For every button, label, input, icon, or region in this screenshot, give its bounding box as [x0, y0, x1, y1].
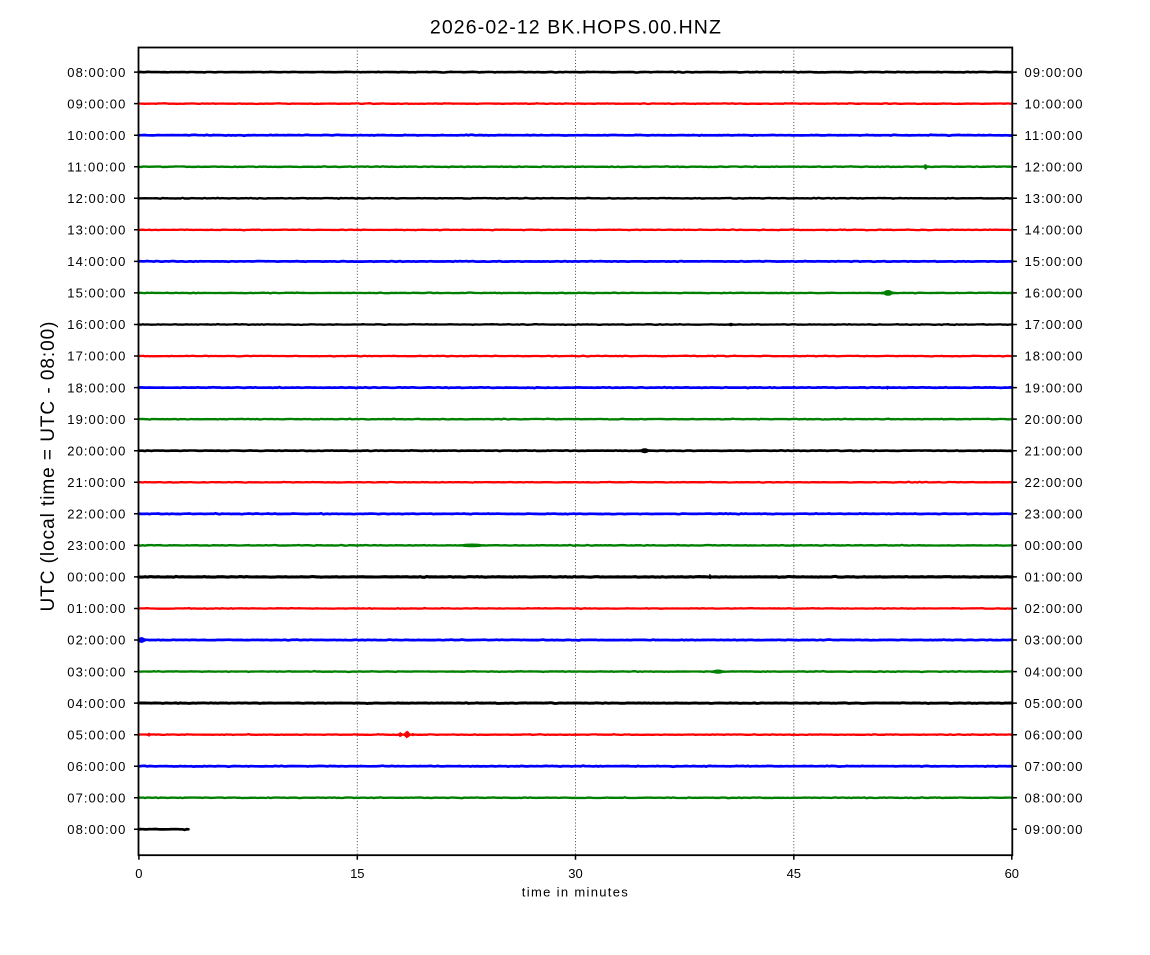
svg-text:05:00:00: 05:00:00	[67, 727, 125, 742]
svg-text:22:00:00: 22:00:00	[1025, 475, 1083, 490]
svg-text:00:00:00: 00:00:00	[1025, 538, 1083, 553]
svg-text:08:00:00: 08:00:00	[1025, 791, 1083, 806]
svg-text:23:00:00: 23:00:00	[67, 538, 125, 553]
svg-text:45: 45	[787, 866, 801, 881]
svg-text:02:00:00: 02:00:00	[67, 633, 125, 648]
svg-text:06:00:00: 06:00:00	[1025, 727, 1083, 742]
svg-text:12:00:00: 12:00:00	[1025, 159, 1083, 174]
svg-text:00:00:00: 00:00:00	[67, 570, 125, 585]
svg-text:20:00:00: 20:00:00	[1025, 412, 1083, 427]
svg-text:18:00:00: 18:00:00	[1025, 349, 1083, 364]
svg-text:11:00:00: 11:00:00	[67, 159, 125, 174]
svg-text:18:00:00: 18:00:00	[67, 380, 125, 395]
svg-text:05:00:00: 05:00:00	[1025, 696, 1083, 711]
svg-text:07:00:00: 07:00:00	[1025, 759, 1083, 774]
svg-text:15:00:00: 15:00:00	[1025, 254, 1083, 269]
svg-text:01:00:00: 01:00:00	[67, 601, 125, 616]
svg-text:08:00:00: 08:00:00	[67, 65, 125, 80]
svg-text:10:00:00: 10:00:00	[1025, 96, 1083, 111]
svg-text:03:00:00: 03:00:00	[1025, 633, 1083, 648]
svg-text:2026-02-12 BK.HOPS.00.HNZ: 2026-02-12 BK.HOPS.00.HNZ	[430, 17, 721, 39]
svg-text:08:00:00: 08:00:00	[67, 822, 125, 837]
svg-text:03:00:00: 03:00:00	[67, 664, 125, 679]
svg-text:02:00:00: 02:00:00	[1025, 601, 1083, 616]
svg-text:16:00:00: 16:00:00	[1025, 286, 1083, 301]
svg-text:17:00:00: 17:00:00	[67, 349, 125, 364]
svg-text:15: 15	[350, 866, 364, 881]
svg-text:10:00:00: 10:00:00	[67, 128, 125, 143]
svg-text:19:00:00: 19:00:00	[1025, 380, 1083, 395]
svg-text:17:00:00: 17:00:00	[1025, 317, 1083, 332]
svg-text:19:00:00: 19:00:00	[67, 412, 125, 427]
svg-text:04:00:00: 04:00:00	[1025, 664, 1083, 679]
svg-text:16:00:00: 16:00:00	[67, 317, 125, 332]
svg-text:13:00:00: 13:00:00	[1025, 191, 1083, 206]
svg-text:20:00:00: 20:00:00	[67, 443, 125, 458]
svg-text:60: 60	[1005, 866, 1019, 881]
svg-text:14:00:00: 14:00:00	[67, 254, 125, 269]
svg-text:30: 30	[568, 866, 582, 881]
svg-text:01:00:00: 01:00:00	[1025, 570, 1083, 585]
svg-text:UTC (local time = UTC - 08:00): UTC (local time = UTC - 08:00)	[38, 322, 59, 612]
svg-text:09:00:00: 09:00:00	[67, 96, 125, 111]
svg-text:0: 0	[135, 866, 142, 881]
svg-text:09:00:00: 09:00:00	[1025, 65, 1083, 80]
svg-text:13:00:00: 13:00:00	[67, 223, 125, 238]
svg-text:09:00:00: 09:00:00	[1025, 822, 1083, 837]
svg-text:time in minutes: time in minutes	[522, 884, 629, 899]
svg-text:06:00:00: 06:00:00	[67, 759, 125, 774]
svg-text:23:00:00: 23:00:00	[1025, 507, 1083, 522]
svg-text:15:00:00: 15:00:00	[67, 286, 125, 301]
svg-text:11:00:00: 11:00:00	[1025, 128, 1083, 143]
svg-text:21:00:00: 21:00:00	[1025, 443, 1083, 458]
svg-text:04:00:00: 04:00:00	[67, 696, 125, 711]
svg-text:14:00:00: 14:00:00	[1025, 223, 1083, 238]
svg-text:21:00:00: 21:00:00	[67, 475, 125, 490]
svg-text:12:00:00: 12:00:00	[67, 191, 125, 206]
svg-text:22:00:00: 22:00:00	[67, 507, 125, 522]
svg-text:07:00:00: 07:00:00	[67, 791, 125, 806]
